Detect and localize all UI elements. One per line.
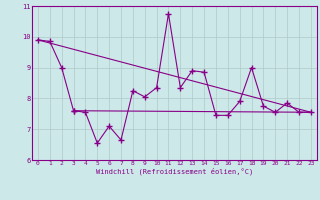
X-axis label: Windchill (Refroidissement éolien,°C): Windchill (Refroidissement éolien,°C) xyxy=(96,168,253,175)
